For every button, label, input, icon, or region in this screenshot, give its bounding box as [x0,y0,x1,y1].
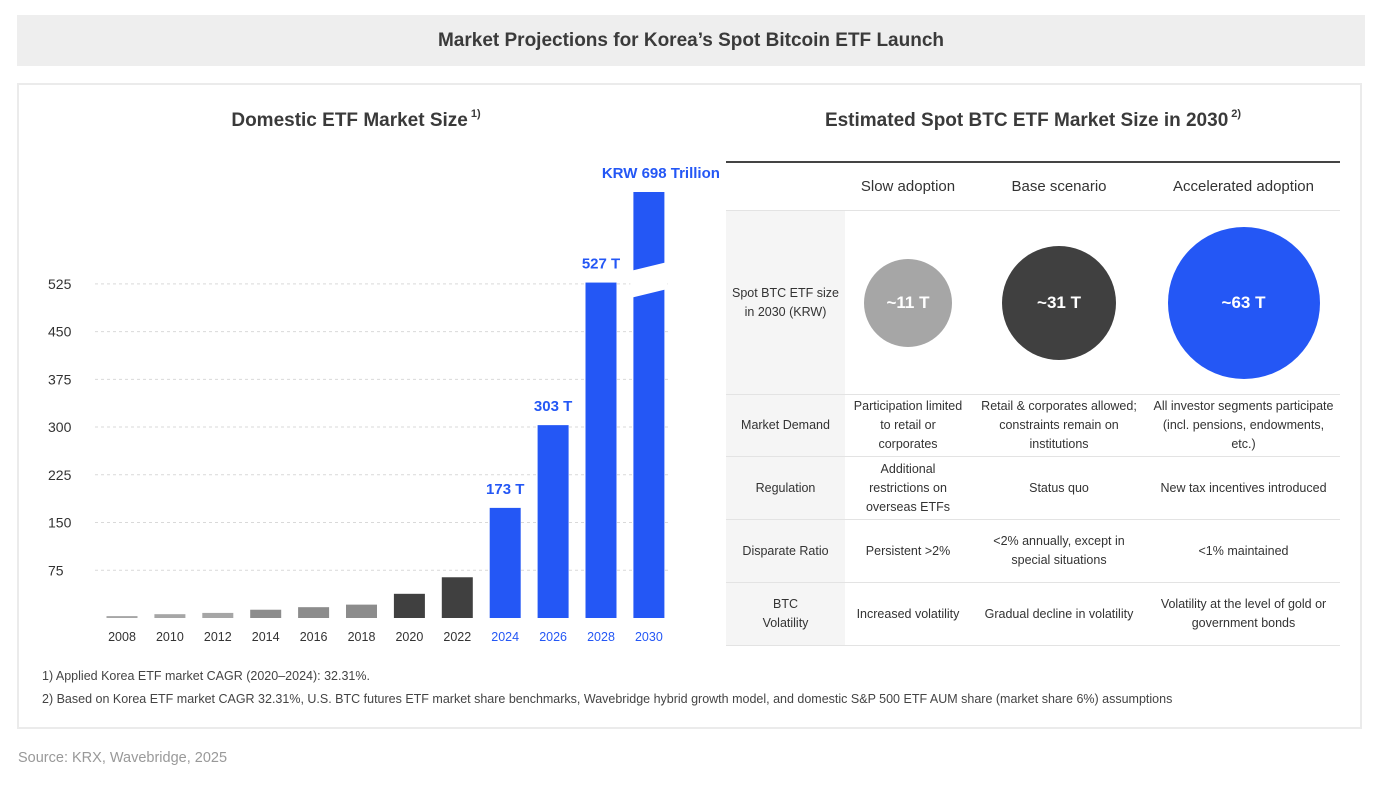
x-tick-label: 2022 [443,630,471,644]
size-cell: ~31 T [971,210,1147,395]
size-value: ~63 T [1221,293,1266,312]
bar [250,609,282,618]
table-row: Regulation Additional restrictions on ov… [726,456,1340,520]
data-label: 527 T [582,256,620,273]
size-value: ~31 T [1037,293,1081,312]
y-tick-label: 150 [48,515,72,531]
bar [585,282,617,618]
source-note: Source: KRX, Wavebridge, 2025 [18,750,228,766]
table-row: Market Demand Participation limited to r… [726,394,1340,457]
row-header: Disparate Ratio [726,519,845,583]
scenario-table: Slow adoption Base scenario Accelerated … [726,161,1340,646]
size-row: Spot BTC ETF size in 2030 (KRW) ~11 T ~3… [726,210,1340,395]
table-title-footnote-ref: 2) [1231,108,1242,120]
table-row: BTC Volatility Increased volatility Grad… [726,582,1340,646]
page-title: Market Projections for Korea’s Spot Bitc… [437,29,945,51]
table-cell: All investor segments participate (incl.… [1147,394,1340,457]
table-corner [726,161,845,211]
table-header-row: Slow adoption Base scenario Accelerated … [726,161,1340,211]
y-tick-label: 225 [48,467,72,483]
table-cell: Additional restrictions on overseas ETFs [845,456,971,520]
table-cell: Increased volatility [845,582,971,646]
table-row: Disparate Ratio Persistent >2% <2% annua… [726,519,1340,583]
row-header: Spot BTC ETF size in 2030 (KRW) [726,210,845,395]
bar [489,507,521,618]
x-tick-label: 2016 [300,630,328,644]
table-cell: Gradual decline in volatility [971,582,1147,646]
axis-break-mark [630,262,668,298]
bar [202,612,234,618]
footnote-1: 1) Applied Korea ETF market CAGR (2020–2… [42,669,370,683]
table-cell: <2% annually, except in special situatio… [971,519,1147,583]
table-cell: Participation limited to retail or corpo… [845,394,971,457]
bar [441,577,473,618]
bar [633,192,665,618]
bar [106,616,138,618]
y-tick-label: 450 [48,324,72,340]
x-tick-label: 2024 [491,630,519,644]
table-title-text: Estimated Spot BTC ETF Market Size in 20… [824,110,1229,131]
row-header: Regulation [726,456,845,520]
x-tick-label: 2014 [252,630,280,644]
x-tick-label: 2020 [395,630,423,644]
chart-title-text: Domestic ETF Market Size [231,110,468,131]
y-tick-label: 75 [48,562,64,578]
size-circle: ~63 T [1167,226,1320,379]
size-circle: ~31 T [1002,245,1116,360]
bar [346,604,377,618]
bar [393,593,425,618]
etf-market-size-chart: 75 150 225 300 375 450 525 2008 2010 2012 2014 2016… [48,165,720,644]
table-cell: New tax incentives introduced [1147,456,1340,520]
x-tick-label: 2010 [156,630,184,644]
bar [537,425,569,618]
column-header: Slow adoption [845,161,971,211]
size-cell: ~63 T [1147,210,1340,395]
table-title: Estimated Spot BTC ETF Market Size in 20… [726,108,1340,132]
table-cell: <1% maintained [1147,519,1340,583]
x-tick-label: 2030 [635,630,663,644]
bar [154,614,186,618]
column-header: Base scenario [971,161,1147,211]
row-header: BTC Volatility [726,582,845,646]
table-cell: Persistent >2% [845,519,971,583]
x-tick-label: 2012 [204,630,232,644]
column-header: Accelerated adoption [1147,161,1340,211]
table-cell: Volatility at the level of gold or gover… [1147,582,1340,646]
table-cell: Retail & corporates allowed; constraints… [971,394,1147,457]
row-header: Market Demand [726,394,845,457]
data-label: 173 T [486,481,524,498]
content-panel [17,83,1362,729]
data-label: 303 T [534,398,572,415]
x-tick-label: 2008 [108,630,136,644]
page-title-banner: Market Projections for Korea’s Spot Bitc… [17,15,1365,66]
x-tick-label: 2028 [587,630,615,644]
table-cell: Status quo [971,456,1147,520]
data-label: KRW 698 Trillion [602,165,720,182]
x-tick-label: 2026 [539,630,567,644]
size-value: ~11 T [886,293,930,312]
y-tick-label: 525 [48,276,72,292]
bar [298,607,330,618]
x-tick-label: 2018 [348,630,376,644]
y-tick-label: 300 [48,419,72,435]
footnote-2: 2) Based on Korea ETF market CAGR 32.31%… [42,692,1173,706]
chart-title-footnote-ref: 1) [470,108,481,120]
chart-title: Domestic ETF Market Size 1) [40,108,672,132]
size-cell: ~11 T [845,210,971,395]
y-tick-label: 375 [48,371,72,387]
size-circle: ~11 T [864,258,952,347]
